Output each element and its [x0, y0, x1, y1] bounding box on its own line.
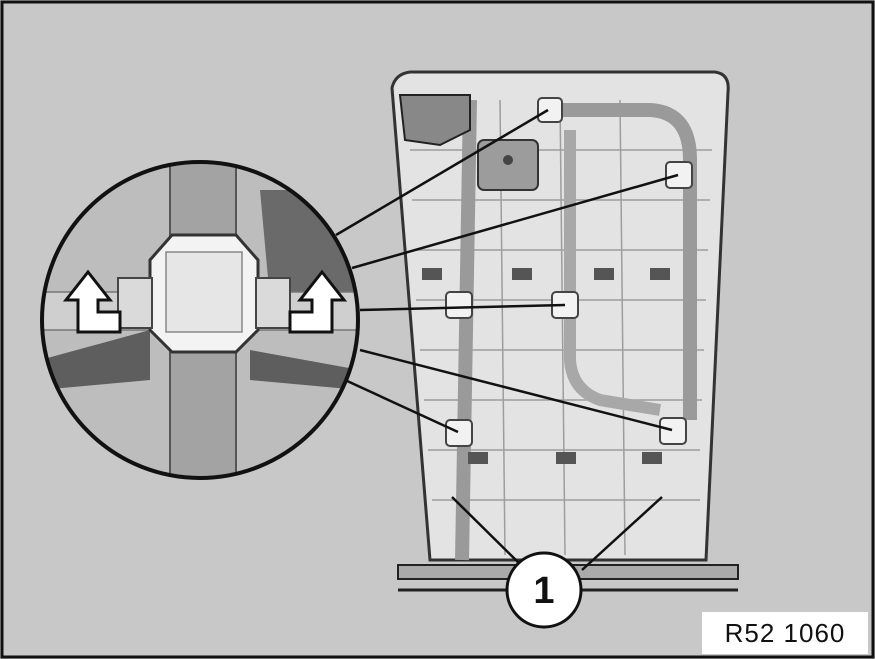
callout-circle: [505, 551, 583, 629]
clip: [537, 97, 563, 123]
reference-code: R52 1060: [702, 612, 868, 654]
frame-tube-left: [455, 99, 477, 561]
panel-tabs: [422, 268, 670, 464]
frame-tube-inner: [564, 130, 661, 416]
magnifier-detail: [40, 160, 360, 480]
top-bracket: [398, 94, 471, 147]
backrest-frame: [390, 70, 739, 592]
clip: [665, 161, 693, 189]
mechanism-bolt: [503, 155, 513, 165]
callout-number: 1: [533, 570, 555, 612]
callout-leaders: [451, 496, 663, 571]
frame-tube-right: [560, 103, 697, 420]
arrow-up-left-icon: [62, 269, 122, 334]
clip: [445, 419, 473, 447]
clip: [445, 291, 473, 319]
leader-lines: [335, 108, 679, 434]
arrow-up-right-icon: [288, 269, 348, 334]
clip: [659, 417, 687, 445]
